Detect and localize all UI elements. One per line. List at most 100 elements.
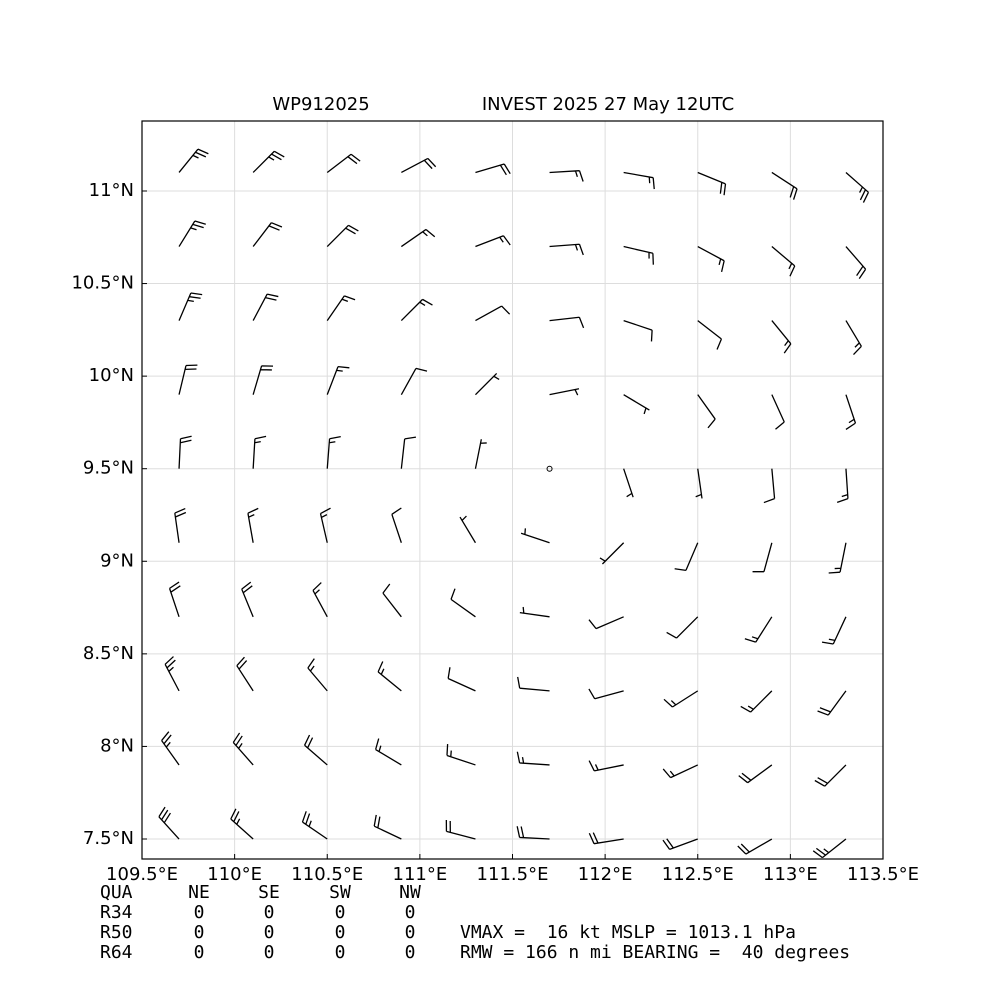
wind-barb <box>828 542 847 574</box>
x-tick-label: 112.5°E <box>662 864 734 885</box>
wind-barb <box>232 732 254 766</box>
wind-barb <box>247 507 259 543</box>
wind-barb <box>475 163 511 176</box>
wind-barb <box>326 295 356 321</box>
wind-barb <box>695 468 703 499</box>
table-cell: 0 <box>405 922 416 943</box>
wind-barb <box>817 690 847 716</box>
wind-barb <box>307 658 328 692</box>
wind-barb <box>744 616 773 643</box>
wind-barb <box>549 388 580 396</box>
plot-frame <box>141 120 884 860</box>
y-tick-label: 10°N <box>89 365 134 386</box>
wind-barb <box>382 583 402 618</box>
wind-barb <box>400 298 433 322</box>
wind-barb <box>178 364 198 395</box>
wind-barb <box>814 764 847 787</box>
wind-barb <box>517 676 550 692</box>
wind-barb <box>400 436 417 469</box>
table-cell: 0 <box>194 902 205 923</box>
table-cell: 0 <box>264 942 275 963</box>
wind-barb <box>549 243 584 256</box>
wind-barb <box>391 507 402 543</box>
wind-barb <box>252 365 274 395</box>
wind-barb <box>520 528 550 544</box>
wind-barb <box>519 606 550 618</box>
wind-barb <box>326 366 350 395</box>
wind-barb <box>450 588 476 618</box>
wind-barb <box>400 228 436 248</box>
wind-barb <box>446 744 476 766</box>
wind-barb <box>516 826 550 840</box>
wind-barb <box>666 616 699 639</box>
wind-barb <box>326 436 341 469</box>
wind-barb <box>821 616 847 645</box>
wind-barb <box>400 367 428 395</box>
table-header: NE <box>188 882 210 903</box>
wind-barb <box>303 734 328 766</box>
table-header: QUA <box>100 882 133 903</box>
y-tick-label: 11°N <box>89 180 134 201</box>
chart-subtitle: INVEST 2025 27 May 12UTC <box>482 94 734 115</box>
wind-barb <box>326 153 361 173</box>
table-header: SW <box>329 882 351 903</box>
table-cell: 0 <box>405 902 416 923</box>
wind-barb <box>771 171 798 200</box>
wind-barb <box>623 171 655 190</box>
y-tick-label: 7.5°N <box>83 828 134 849</box>
stats-line: RMW = 166 n mi BEARING = 40 degrees <box>460 942 850 963</box>
wind-barb <box>312 582 328 618</box>
wind-barb <box>445 819 476 840</box>
wind-barb <box>588 688 624 700</box>
wind-barb <box>697 171 727 196</box>
wind-barb <box>516 751 550 766</box>
wind-barb <box>252 222 283 247</box>
x-tick-label: 113°E <box>763 864 818 885</box>
table-cell: R34 <box>100 902 133 923</box>
wind-barb <box>623 468 634 498</box>
wind-barb <box>738 764 773 784</box>
wind-barb <box>771 320 792 354</box>
x-tick-label: 112°E <box>578 864 633 885</box>
wind-barb <box>377 661 402 692</box>
wind-barb <box>252 293 279 321</box>
wind-barb <box>752 542 773 573</box>
wind-barb <box>763 468 776 504</box>
table-cell: 0 <box>264 922 275 943</box>
table-header: SE <box>258 882 280 903</box>
wind-barb <box>771 246 796 277</box>
wind-barb <box>599 542 625 565</box>
wind-barb <box>252 150 285 173</box>
wind-barb <box>588 760 624 772</box>
wind-barb <box>697 245 725 273</box>
wind-barb <box>674 542 699 571</box>
wind-barb <box>662 838 698 850</box>
wind-barb <box>740 690 773 713</box>
table-cell: 0 <box>264 902 275 923</box>
wind-barb <box>845 246 867 280</box>
wind-barb <box>812 838 847 859</box>
wind-barb <box>164 656 180 692</box>
wind-barb <box>623 394 650 415</box>
wind-barb <box>174 507 187 543</box>
stats-line: VMAX = 16 kt MSLP = 1013.1 hPa <box>460 922 796 943</box>
y-tick-label: 8.5°N <box>83 643 134 664</box>
table-cell: R50 <box>100 922 133 943</box>
wind-barb <box>588 832 624 845</box>
y-tick-label: 8°N <box>100 735 134 756</box>
table-cell: 0 <box>335 942 346 963</box>
wind-barb <box>474 372 500 396</box>
wind-barb <box>845 320 862 355</box>
wind-barb <box>178 148 209 173</box>
wind-barb <box>252 435 267 469</box>
wind-barb <box>623 245 654 265</box>
wind-barb <box>549 316 585 329</box>
y-tick-label: 9°N <box>100 550 134 571</box>
wind-barb <box>662 764 699 779</box>
wind-barb <box>373 814 402 840</box>
wind-barb <box>459 515 477 544</box>
chart-title: WP912025 <box>272 94 369 115</box>
wind-barb <box>326 224 359 247</box>
x-tick-label: 110°E <box>207 864 262 885</box>
